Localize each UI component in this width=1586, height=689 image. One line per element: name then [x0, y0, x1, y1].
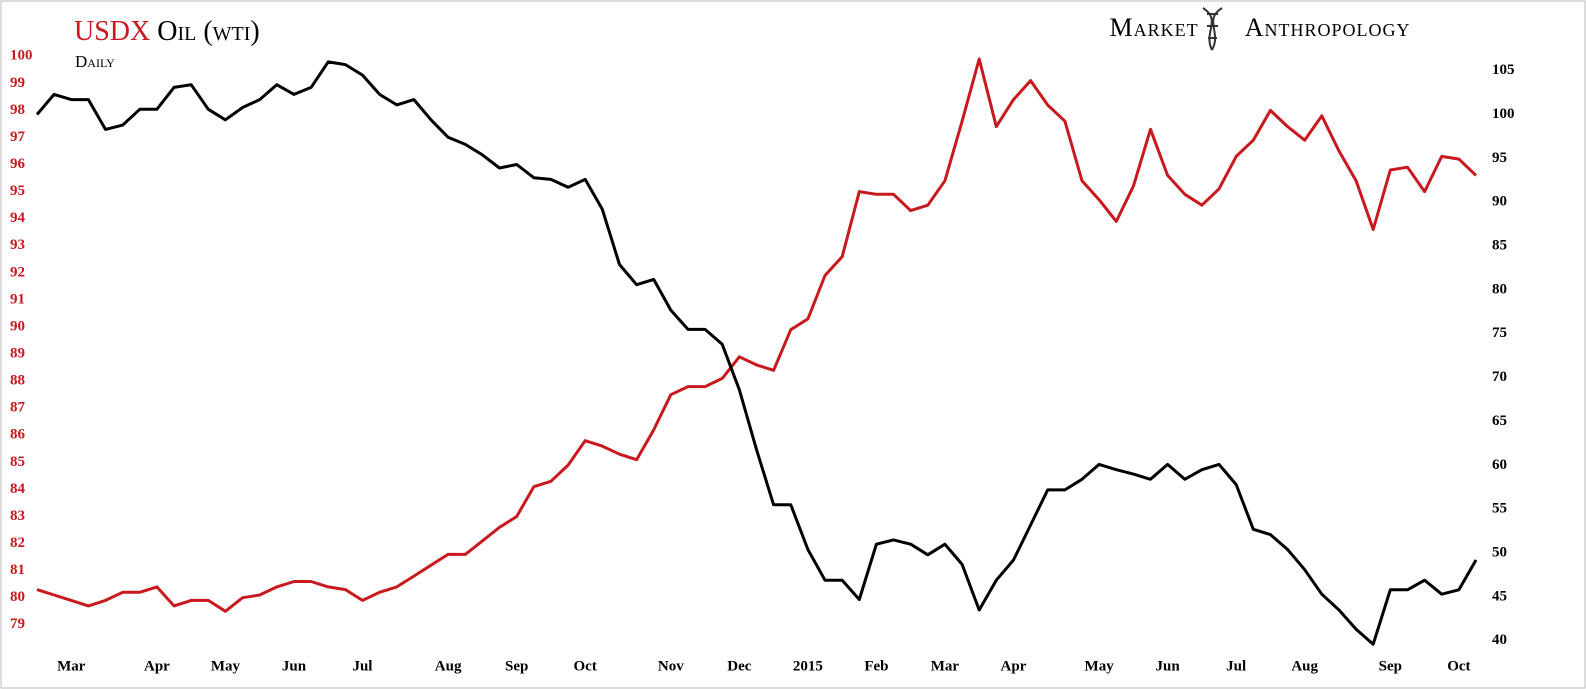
y-tick-label: 83: [10, 508, 25, 524]
y-tick-label: 90: [10, 318, 25, 334]
x-tick-label: Dec: [727, 658, 751, 674]
x-tick-label: Aug: [1291, 658, 1318, 674]
y2-tick-label: 90: [1492, 194, 1507, 210]
y-tick-label: 87: [10, 400, 26, 416]
x-tick-label: Jun: [282, 658, 307, 674]
y2-tick-label: 40: [1492, 632, 1507, 648]
y-tick-label: 93: [10, 237, 25, 253]
x-tick-label: May: [211, 658, 241, 674]
y2-tick-label: 85: [1492, 238, 1507, 254]
y2-tick-label: 105: [1492, 62, 1515, 78]
y2-tick-label: 100: [1492, 106, 1515, 122]
x-tick-label: Mar: [931, 658, 960, 674]
series-line: [36, 57, 1478, 613]
y-tick-label: 79: [10, 616, 25, 632]
x-tick-label: Apr: [1001, 658, 1027, 674]
y-tick-label: 85: [10, 454, 25, 470]
y2-tick-label: 50: [1492, 544, 1507, 560]
title-usdx: USDX: [74, 16, 150, 47]
x-tick-label: Aug: [435, 658, 462, 674]
y-tick-label: 80: [10, 589, 25, 605]
x-tick-label: Sep: [1379, 658, 1402, 674]
y-tick-label: 96: [10, 156, 26, 172]
y2-tick-label: 75: [1492, 325, 1507, 341]
x-tick-label: Jun: [1156, 658, 1181, 674]
y-tick-label: 94: [10, 210, 26, 226]
subtitle: Daily: [75, 52, 115, 71]
y-tick-label: 100: [10, 48, 33, 64]
y-tick-label: 99: [10, 75, 25, 91]
y-tick-label: 81: [10, 562, 25, 578]
brand: Market Anthropology: [1110, 13, 1411, 42]
y-tick-label: 86: [10, 427, 26, 443]
y2-tick-label: 70: [1492, 369, 1507, 385]
series-line: [35, 60, 1478, 646]
x-tick-label: Nov: [658, 658, 684, 674]
dna-icon: [1202, 7, 1223, 51]
y2-tick-label: 45: [1492, 588, 1507, 604]
y2-tick-label: 65: [1492, 413, 1507, 429]
y-tick-label: 92: [10, 264, 25, 280]
x-tick-label: Sep: [505, 658, 528, 674]
y-tick-label: 91: [10, 291, 25, 307]
y-tick-label: 82: [10, 535, 25, 551]
x-tick-label: Feb: [864, 658, 888, 674]
y2-tick-label: 55: [1492, 501, 1507, 517]
x-tick-label: Oct: [574, 658, 597, 674]
chart-title: USDX Oil (wti): [74, 16, 260, 47]
x-tick-label: Apr: [144, 658, 170, 674]
title-oil: Oil (wti): [157, 16, 260, 47]
x-tick-label: Oct: [1447, 658, 1470, 674]
x-tick-label: 2015: [793, 658, 823, 674]
y2-tick-label: 95: [1492, 150, 1507, 166]
y-tick-label: 84: [10, 481, 26, 497]
x-tick-label: May: [1085, 658, 1115, 674]
y-tick-label: 95: [10, 183, 25, 199]
y-tick-label: 88: [10, 373, 25, 389]
x-tick-label: Jul: [1226, 658, 1246, 674]
x-tick-label: Mar: [57, 658, 86, 674]
y2-tick-label: 80: [1492, 281, 1507, 297]
y-tick-label: 89: [10, 345, 25, 361]
y2-tick-label: 60: [1492, 457, 1507, 473]
y-tick-label: 98: [10, 102, 25, 118]
x-tick-label: Jul: [352, 658, 372, 674]
y-tick-label: 97: [10, 129, 26, 145]
